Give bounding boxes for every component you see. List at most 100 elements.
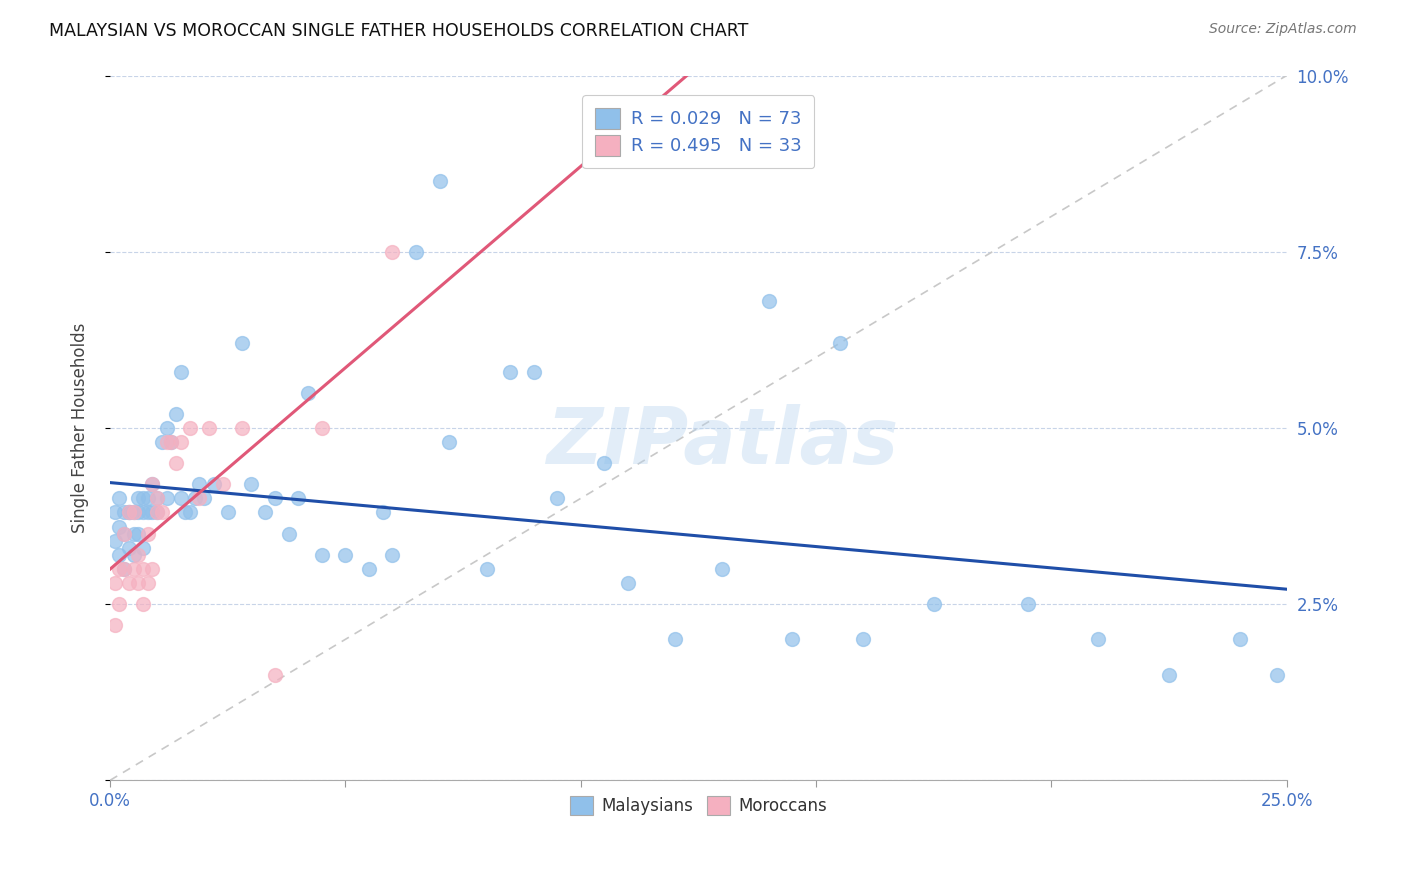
Point <box>212 477 235 491</box>
Point <box>202 477 225 491</box>
Point <box>357 562 380 576</box>
Point <box>1157 667 1180 681</box>
Point <box>335 548 357 562</box>
Point <box>122 506 145 520</box>
Point <box>146 506 169 520</box>
Point <box>127 548 149 562</box>
Point <box>593 456 616 470</box>
Point <box>141 477 163 491</box>
Point <box>523 365 546 379</box>
Point <box>122 562 145 576</box>
Point <box>104 618 127 632</box>
Point <box>297 385 319 400</box>
Text: ZIPatlas: ZIPatlas <box>546 404 898 480</box>
Text: Source: ZipAtlas.com: Source: ZipAtlas.com <box>1209 22 1357 37</box>
Point <box>132 541 155 555</box>
Point <box>104 576 127 591</box>
Point <box>174 506 197 520</box>
Point <box>136 526 159 541</box>
Point <box>188 491 211 506</box>
Point <box>112 526 135 541</box>
Point <box>118 506 141 520</box>
Point <box>150 506 173 520</box>
Point <box>499 365 522 379</box>
Point <box>1229 632 1251 647</box>
Point <box>616 576 638 591</box>
Point <box>475 562 498 576</box>
Point <box>664 632 686 647</box>
Point <box>132 506 155 520</box>
Point <box>122 526 145 541</box>
Point <box>132 597 155 611</box>
Point <box>104 506 127 520</box>
Point <box>165 407 187 421</box>
Point <box>160 435 183 450</box>
Point <box>1017 597 1039 611</box>
Point <box>136 491 159 506</box>
Point <box>852 632 875 647</box>
Point <box>922 597 945 611</box>
Point <box>127 526 149 541</box>
Point <box>136 506 159 520</box>
Point <box>136 576 159 591</box>
Point <box>112 506 135 520</box>
Point <box>160 435 183 450</box>
Point <box>231 421 253 435</box>
Point <box>710 562 733 576</box>
Point <box>155 491 177 506</box>
Point <box>405 244 427 259</box>
Point <box>179 421 201 435</box>
Point <box>127 576 149 591</box>
Point <box>311 548 333 562</box>
Point <box>188 477 211 491</box>
Point <box>146 491 169 506</box>
Point <box>169 365 191 379</box>
Point <box>155 421 177 435</box>
Point <box>263 667 285 681</box>
Y-axis label: Single Father Households: Single Father Households <box>72 323 89 533</box>
Point <box>277 526 299 541</box>
Point <box>118 506 141 520</box>
Point <box>118 541 141 555</box>
Point <box>132 562 155 576</box>
Point <box>546 491 568 506</box>
Point <box>108 491 131 506</box>
Point <box>311 421 333 435</box>
Point <box>381 548 404 562</box>
Point <box>112 562 135 576</box>
Point <box>828 336 851 351</box>
Point <box>782 632 804 647</box>
Point <box>108 597 131 611</box>
Point <box>118 576 141 591</box>
Point <box>108 562 131 576</box>
Point <box>104 533 127 548</box>
Point <box>141 562 163 576</box>
Point <box>146 491 169 506</box>
Point <box>179 506 201 520</box>
Point <box>217 506 239 520</box>
Legend: Malaysians, Moroccans: Malaysians, Moroccans <box>560 786 837 825</box>
Point <box>240 477 263 491</box>
Point <box>287 491 309 506</box>
Point <box>112 562 135 576</box>
Point <box>150 435 173 450</box>
Point <box>141 477 163 491</box>
Point <box>1087 632 1109 647</box>
Point <box>184 491 207 506</box>
Point <box>122 548 145 562</box>
Point <box>371 506 394 520</box>
Point <box>165 456 187 470</box>
Point <box>127 506 149 520</box>
Point <box>118 506 141 520</box>
Point <box>429 174 451 188</box>
Point <box>169 435 191 450</box>
Point <box>108 548 131 562</box>
Point <box>254 506 277 520</box>
Point <box>231 336 253 351</box>
Point <box>437 435 460 450</box>
Point <box>1265 667 1288 681</box>
Text: MALAYSIAN VS MOROCCAN SINGLE FATHER HOUSEHOLDS CORRELATION CHART: MALAYSIAN VS MOROCCAN SINGLE FATHER HOUS… <box>49 22 748 40</box>
Point <box>193 491 215 506</box>
Point <box>155 435 177 450</box>
Point <box>127 491 149 506</box>
